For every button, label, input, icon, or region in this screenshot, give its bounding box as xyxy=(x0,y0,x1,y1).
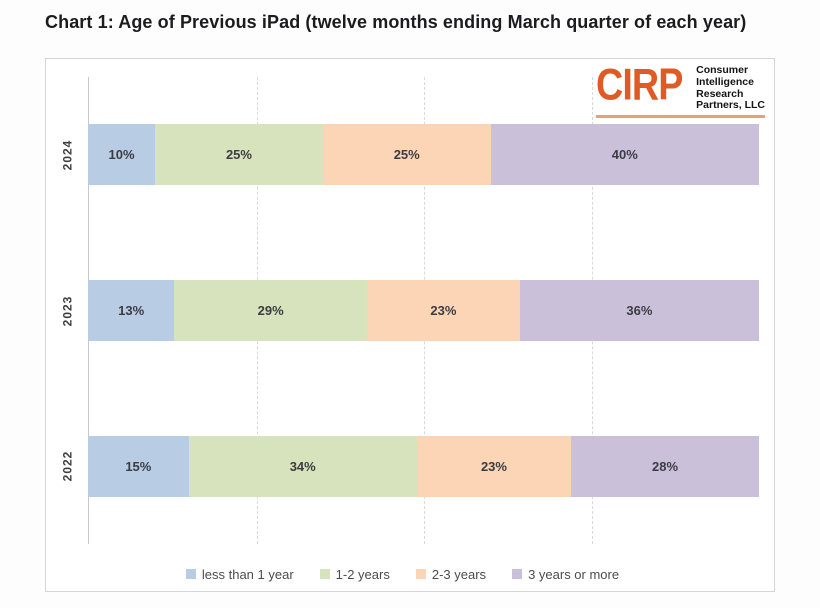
bar-track-2023: 13% 29% 23% 36% xyxy=(88,280,759,341)
segment-2024-2-3-years: 25% xyxy=(322,124,491,186)
legend-label: 1-2 years xyxy=(335,566,390,582)
legend-label: less than 1 year xyxy=(201,566,294,582)
legend-marker-icon xyxy=(185,569,196,579)
segment-2023-3-years-or-more: 36% xyxy=(519,280,759,341)
cirp-logo-line: Intelligence xyxy=(696,75,754,88)
segment-2023-less-than-1-year: 13% xyxy=(88,280,175,341)
segment-2024-less-than-1-year: 10% xyxy=(88,124,156,186)
year-label-2023: 2023 xyxy=(46,233,88,389)
cirp-logo-underline xyxy=(596,115,765,118)
year-label-2024: 2024 xyxy=(46,77,88,233)
legend-label: 2-3 years xyxy=(431,566,487,582)
cirp-logo-row: CIRP Consumer Intelligence Research Partner… xyxy=(596,59,765,112)
bar-track-2024: 10% 25% 25% 40% xyxy=(88,124,759,186)
cirp-logo: CIRP Consumer Intelligence Research Partner… xyxy=(594,59,767,118)
chart-row-2024: 2024 10% 25% 25% 40% xyxy=(46,77,759,233)
segment-2023-1-2-years: 29% xyxy=(174,280,368,341)
segment-label: 23% xyxy=(480,458,507,474)
bars-area: 2024 10% 25% 25% 40% 2023 13% 29% 23% 36% 2022 15% 3… xyxy=(46,77,759,544)
segment-2022-2-3-years: 23% xyxy=(416,435,572,497)
segment-label: 10% xyxy=(108,147,135,163)
legend-item-3-years-or-more: 3 years or more xyxy=(512,567,619,582)
chart-row-2023: 2023 13% 29% 23% 36% xyxy=(46,233,759,389)
legend-label: 3 years or more xyxy=(528,566,620,582)
segment-2024-1-2-years: 25% xyxy=(155,124,323,186)
legend-item-less-than-1-year: less than 1 year xyxy=(185,566,294,582)
segment-label: 13% xyxy=(118,303,145,318)
legend-marker-icon xyxy=(319,569,330,579)
segment-label: 15% xyxy=(125,458,152,474)
legend-marker-icon xyxy=(512,569,523,579)
legend-item-1-2-years: 1-2 years xyxy=(319,566,390,582)
legend: less than 1 year 1-2 years 2-3 years 3 year… xyxy=(46,564,759,584)
segment-label: 40% xyxy=(611,147,638,163)
legend-item-2-3-years: 2-3 years xyxy=(415,566,487,582)
segment-2024-3-years-or-more: 40% xyxy=(490,124,759,186)
segment-label: 29% xyxy=(257,303,284,318)
plot-area: 2024 10% 25% 25% 40% 2023 13% 29% 23% 36% 2022 15% 3… xyxy=(46,77,759,544)
cirp-logo-line: Research xyxy=(696,87,744,100)
segment-label: 34% xyxy=(289,458,316,474)
cirp-logo-line: Consumer xyxy=(696,64,749,76)
legend-marker-icon xyxy=(415,569,426,579)
cirp-logo-line: Partners, LLC xyxy=(696,99,765,112)
cirp-logo-mark: CIRP xyxy=(596,59,683,110)
segment-label: 36% xyxy=(626,303,653,318)
segment-2023-2-3-years: 23% xyxy=(367,280,520,341)
segment-label: 28% xyxy=(652,458,679,474)
chart-row-2022: 2022 15% 34% 23% 28% xyxy=(46,388,759,544)
bar-track-2022: 15% 34% 23% 28% xyxy=(88,435,759,497)
year-label-text: 2022 xyxy=(59,450,74,482)
segment-label: 25% xyxy=(225,147,252,163)
segment-label: 25% xyxy=(393,147,420,163)
year-label-text: 2023 xyxy=(59,295,74,326)
chart-frame: CIRP Consumer Intelligence Research Partner… xyxy=(45,58,775,592)
segment-2022-less-than-1-year: 15% xyxy=(88,435,189,497)
year-label-2022: 2022 xyxy=(46,388,88,544)
segment-2022-3-years-or-more: 28% xyxy=(571,435,759,497)
chart-title: Chart 1: Age of Previous iPad (twelve mo… xyxy=(45,12,747,32)
year-label-text: 2024 xyxy=(59,139,74,171)
segment-2022-1-2-years: 34% xyxy=(188,435,417,497)
segment-label: 23% xyxy=(430,303,457,318)
cirp-logo-lines: Consumer Intelligence Research Partners, LL… xyxy=(696,64,765,112)
